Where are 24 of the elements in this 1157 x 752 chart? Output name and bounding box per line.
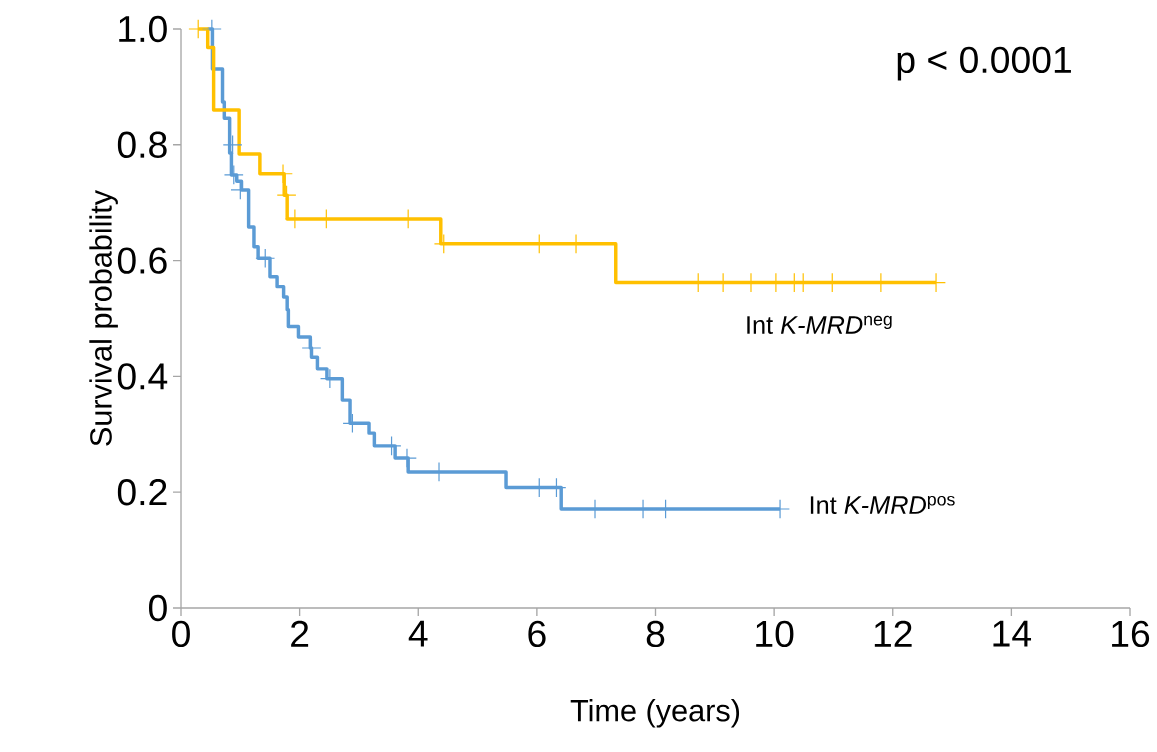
y-tick-label: 0 xyxy=(149,594,167,622)
x-tick-label: 6 xyxy=(528,620,546,648)
point xyxy=(222,134,243,155)
annotation: Int K-MRD$^{neg}$ xyxy=(747,315,892,334)
x-tick-label: 12 xyxy=(874,620,912,647)
y-tick-label: 0.6 xyxy=(117,247,167,274)
point xyxy=(223,164,244,185)
point xyxy=(188,19,209,39)
y-tick-label: 0.8 xyxy=(117,131,167,158)
x-tick-label: 8 xyxy=(646,620,665,648)
point xyxy=(255,248,276,269)
x-tick-label: 16 xyxy=(1112,620,1150,648)
annotation: Int K-MRD$^{pos}$ xyxy=(810,495,955,514)
x-tick-label: 2 xyxy=(291,620,309,647)
x-axis-title: Time (years) xyxy=(570,698,740,728)
x-tick-label: 4 xyxy=(408,620,428,647)
y-tick-label: 1.0 xyxy=(119,15,167,43)
x-tick-label: 0 xyxy=(172,620,190,648)
y-axis-title: Survival probability xyxy=(89,189,118,446)
x-tick-label: 14 xyxy=(993,620,1032,647)
annotation: p < 0.0001 xyxy=(897,46,1071,81)
y-tick-label: 0.2 xyxy=(117,478,167,506)
x-tick-label: 10 xyxy=(756,620,794,648)
y-tick-label: 0.4 xyxy=(117,363,168,390)
